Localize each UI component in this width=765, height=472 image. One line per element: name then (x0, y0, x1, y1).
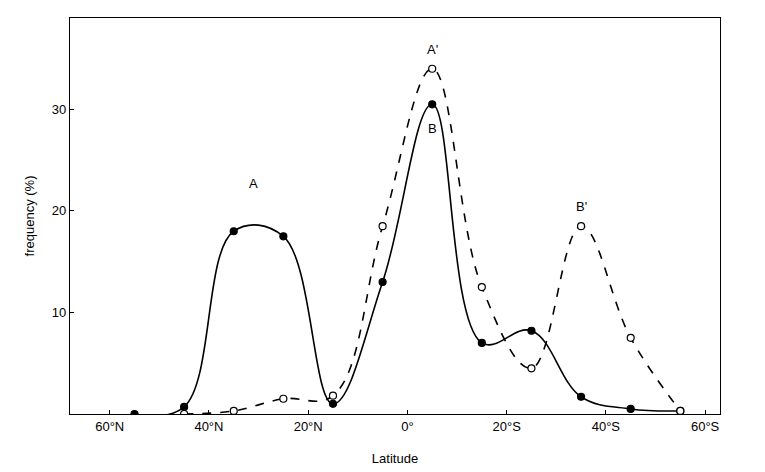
svg-text:A: A (249, 176, 258, 191)
svg-text:40°N: 40°N (194, 419, 223, 434)
svg-text:A': A' (427, 42, 438, 57)
svg-text:20°N: 20°N (294, 419, 323, 434)
svg-text:0°: 0° (401, 419, 413, 434)
svg-text:60°S: 60°S (691, 419, 720, 434)
svg-text:20: 20 (52, 203, 66, 218)
svg-text:20°S: 20°S (492, 419, 521, 434)
svg-text:B': B' (576, 199, 587, 214)
svg-text:10: 10 (52, 305, 66, 320)
svg-text:30: 30 (52, 102, 66, 117)
svg-text:frequency (%): frequency (%) (22, 176, 37, 257)
svg-text:B: B (428, 121, 437, 136)
svg-text:Latitude: Latitude (372, 451, 418, 466)
svg-text:60°N: 60°N (95, 419, 124, 434)
svg-text:40°S: 40°S (592, 419, 621, 434)
